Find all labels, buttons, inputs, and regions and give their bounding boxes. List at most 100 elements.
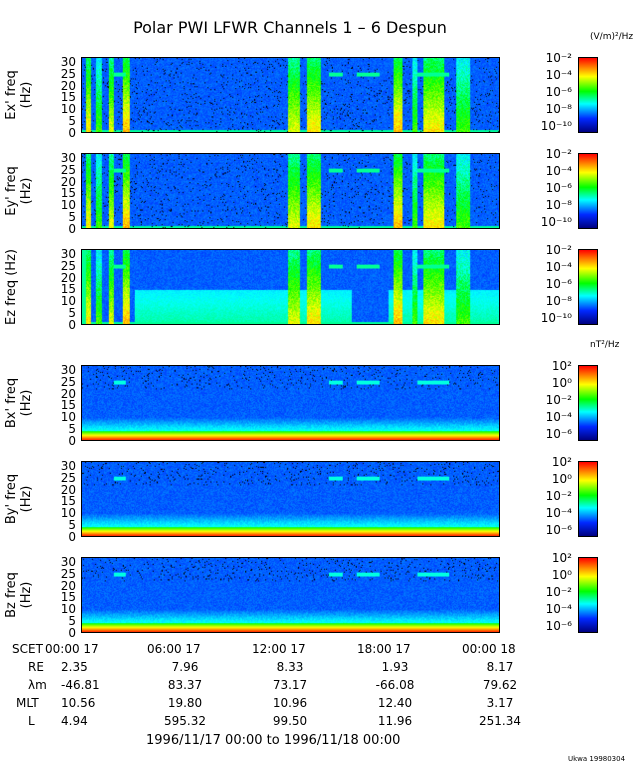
colorbar-tick-label: 10⁻² (545, 51, 572, 65)
y-tick-label: 0 (68, 626, 76, 640)
colorbar-unit: (V/m)²/Hz (590, 32, 634, 42)
ephemeris-value: 83.37 (167, 678, 203, 692)
y-tick-label: 15 (60, 90, 76, 105)
colorbar (578, 249, 598, 325)
y-tick-label: 30 (60, 554, 76, 569)
colorbar-tick-label: 10⁻⁶ (545, 85, 572, 99)
ephemeris-value: 99.50 (272, 714, 308, 728)
colorbar-tick-label: 10⁻⁴ (545, 410, 572, 424)
colorbar (578, 461, 598, 537)
colorbar-tick-label: 10⁻⁶ (545, 181, 572, 195)
colorbar-tick-label: 10⁻² (545, 243, 572, 257)
spectrogram-panel-2 (81, 153, 500, 229)
colorbar-tick-label: 10⁻² (545, 489, 572, 503)
y-tick-label: 10 (60, 602, 76, 617)
colorbar-tick-label: 10⁻¹⁰ (540, 119, 572, 133)
ephemeris-value: 10.96 (272, 696, 308, 710)
y-tick-label: 25 (60, 66, 76, 81)
y-tick-label: 0 (68, 222, 76, 236)
y-axis-label: Ez freq (Hz) (4, 249, 19, 325)
ephemeris-value: 4.94 (61, 714, 88, 728)
spectrogram-panel-5 (81, 461, 500, 537)
y-axis-label: By' freq (Hz) (4, 473, 34, 525)
ephemeris-value: 1.93 (381, 660, 409, 674)
ephemeris-value: 79.62 (482, 678, 518, 692)
colorbar-tick-label: 10⁻² (545, 147, 572, 161)
y-tick-label: 20 (60, 270, 76, 285)
y-tick-label: 30 (60, 458, 76, 473)
ephemeris-value: -66.08 (375, 678, 415, 692)
x-tick-label: 18:00 17 (357, 642, 411, 656)
colorbar-tick-label: 10⁻⁸ (545, 198, 572, 212)
colorbar-tick-label: 10² (551, 455, 572, 469)
y-tick-label: 25 (60, 374, 76, 389)
ephemeris-value: 8.33 (276, 660, 304, 674)
y-axis-label: Ey' freq (Hz) (4, 166, 34, 216)
y-axis-label: Ex' freq (Hz) (4, 70, 34, 120)
ephemeris-label-l: L (28, 714, 35, 728)
y-tick-label: 25 (60, 470, 76, 485)
ephemeris-value: 8.17 (486, 660, 514, 674)
spectrogram-image (82, 558, 499, 632)
colorbar-tick-label: 10⁰ (551, 376, 572, 390)
chart-title: Polar PWI LFWR Channels 1 – 6 Despun (133, 18, 447, 37)
y-tick-label: 25 (60, 162, 76, 177)
y-tick-label: 30 (60, 246, 76, 261)
colorbar-tick-label: 10⁻⁴ (545, 602, 572, 616)
y-tick-label: 5 (68, 114, 76, 129)
y-tick-label: 0 (68, 530, 76, 544)
colorbar-tick-label: 10⁻¹⁰ (540, 311, 572, 325)
spectrogram-image (82, 250, 499, 324)
colorbar-tick-label: 10⁻⁴ (545, 68, 572, 82)
ephemeris-value: 10.56 (61, 696, 96, 710)
ephemeris-value: 73.17 (272, 678, 308, 692)
y-tick-label: 15 (60, 590, 76, 605)
y-tick-label: 10 (60, 410, 76, 425)
ephemeris-label-re: RE (28, 660, 44, 674)
colorbar (578, 153, 598, 229)
spectrogram-image (82, 366, 499, 440)
spectrogram-panel-1 (81, 57, 500, 133)
x-tick-label: 00:00 17 (45, 642, 99, 656)
y-tick-label: 5 (68, 306, 76, 321)
colorbar-tick-label: 10⁻⁴ (545, 164, 572, 178)
date-range: 1996/11/17 00:00 to 1996/11/18 00:00 (146, 733, 401, 748)
colorbar-tick-label: 10⁻⁴ (545, 506, 572, 520)
y-tick-label: 5 (68, 422, 76, 437)
ephemeris-label-mlt: MLT (16, 696, 39, 710)
y-tick-label: 5 (68, 518, 76, 533)
y-tick-label: 15 (60, 186, 76, 201)
y-tick-label: 15 (60, 282, 76, 297)
ephemeris-label-lambda_m: λm (28, 678, 47, 692)
colorbar-tick-label: 10⁻¹⁰ (540, 215, 572, 229)
ephemeris-label-scet: SCET (12, 642, 43, 656)
spectrogram-image (82, 154, 499, 228)
y-tick-label: 10 (60, 198, 76, 213)
colorbar (578, 557, 598, 633)
x-tick-label: 12:00 17 (252, 642, 306, 656)
y-tick-label: 30 (60, 150, 76, 165)
colorbar-tick-label: 10⁻⁶ (545, 619, 572, 633)
y-tick-label: 20 (60, 482, 76, 497)
ephemeris-value: 12.40 (377, 696, 413, 710)
spectrogram-panel-4 (81, 365, 500, 441)
y-tick-label: 15 (60, 494, 76, 509)
colorbar-tick-label: 10⁻² (545, 393, 572, 407)
y-tick-label: 20 (60, 174, 76, 189)
colorbar (578, 57, 598, 133)
spectrogram-image (82, 462, 499, 536)
ephemeris-value: 19.80 (167, 696, 203, 710)
y-tick-label: 25 (60, 566, 76, 581)
ephemeris-value: 11.96 (377, 714, 413, 728)
colorbar-tick-label: 10⁻⁸ (545, 294, 572, 308)
colorbar-tick-label: 10⁰ (551, 472, 572, 486)
y-tick-label: 10 (60, 102, 76, 117)
x-tick-label: 06:00 17 (147, 642, 201, 656)
y-tick-label: 25 (60, 258, 76, 273)
ephemeris-value: 3.17 (486, 696, 514, 710)
ephemeris-value: 595.32 (164, 714, 206, 728)
colorbar-tick-label: 10² (551, 551, 572, 565)
y-tick-label: 5 (68, 210, 76, 225)
ephemeris-value: -46.81 (61, 678, 100, 692)
y-tick-label: 0 (68, 318, 76, 332)
